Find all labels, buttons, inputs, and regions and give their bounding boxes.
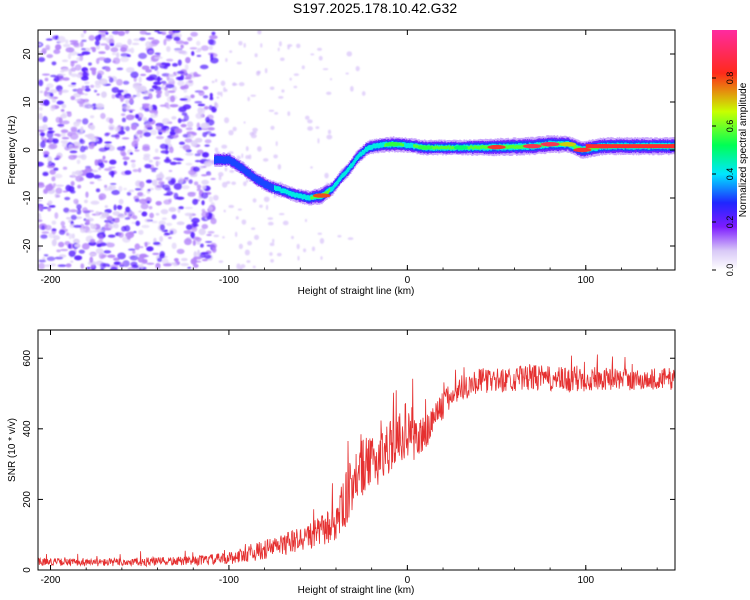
snr-axes: -200 -100 0 100 0 200 400 600: [22, 330, 675, 586]
spectrogram-ylabel: Frequency (Hz): [7, 116, 18, 185]
x-tick-label: 100: [577, 575, 594, 586]
y-tick-label: 400: [22, 420, 33, 437]
snr-plot-area: [38, 330, 675, 570]
colorbar-tick-label: 0.6: [725, 120, 735, 133]
colorbar-label: Normalized spectral amplitude: [738, 82, 749, 217]
x-tick-label: -100: [219, 575, 239, 586]
colorbar: 0.0 0.2 0.4 0.6 0.8 Normalized spectral ampl…: [712, 30, 749, 276]
y-tick-label: 10: [22, 96, 33, 108]
x-tick-label: -200: [40, 575, 60, 586]
snr-xlabel: Height of straight line (km): [298, 585, 415, 596]
snr-panel: -200 -100 0 100 0 200 400 600 Height of straigh…: [7, 329, 676, 596]
colorbar-tick-label: 0.2: [725, 216, 735, 229]
figure-title: S197.2025.178.10.42.G32: [292, 0, 458, 16]
colorbar-tick-label: 0.0: [725, 264, 735, 277]
x-tick-label: -200: [40, 275, 60, 286]
spectrogram-image: [38, 30, 675, 270]
snr-frame: [37, 329, 676, 571]
x-tick-label: 0: [405, 575, 411, 586]
spectrogram-xlabel: Height of straight line (km): [298, 286, 415, 297]
x-tick-label: 0: [405, 275, 411, 286]
colorbar-tick-label: 0.8: [725, 72, 735, 85]
y-tick-label: 200: [22, 491, 33, 508]
y-tick-label: 0: [22, 147, 33, 153]
x-tick-label: 100: [577, 275, 594, 286]
snr-ylabel: SNR (10 * v/v): [7, 418, 18, 482]
colorbar-ticks: 0.0 0.2 0.4 0.6 0.8: [712, 72, 735, 277]
colorbar-tick-label: 0.4: [725, 168, 735, 181]
noise-speckle: [38, 30, 366, 270]
y-tick-label: -10: [22, 190, 33, 205]
y-tick-label: -20: [22, 238, 33, 253]
y-tick-label: 600: [22, 349, 33, 366]
snr-series-line: [38, 354, 675, 568]
y-tick-label: 0: [22, 567, 33, 573]
signal-ridge-tail: [585, 144, 675, 149]
y-tick-label: 20: [22, 48, 33, 60]
colorbar-gradient: [712, 30, 737, 270]
x-tick-label: -100: [219, 275, 239, 286]
